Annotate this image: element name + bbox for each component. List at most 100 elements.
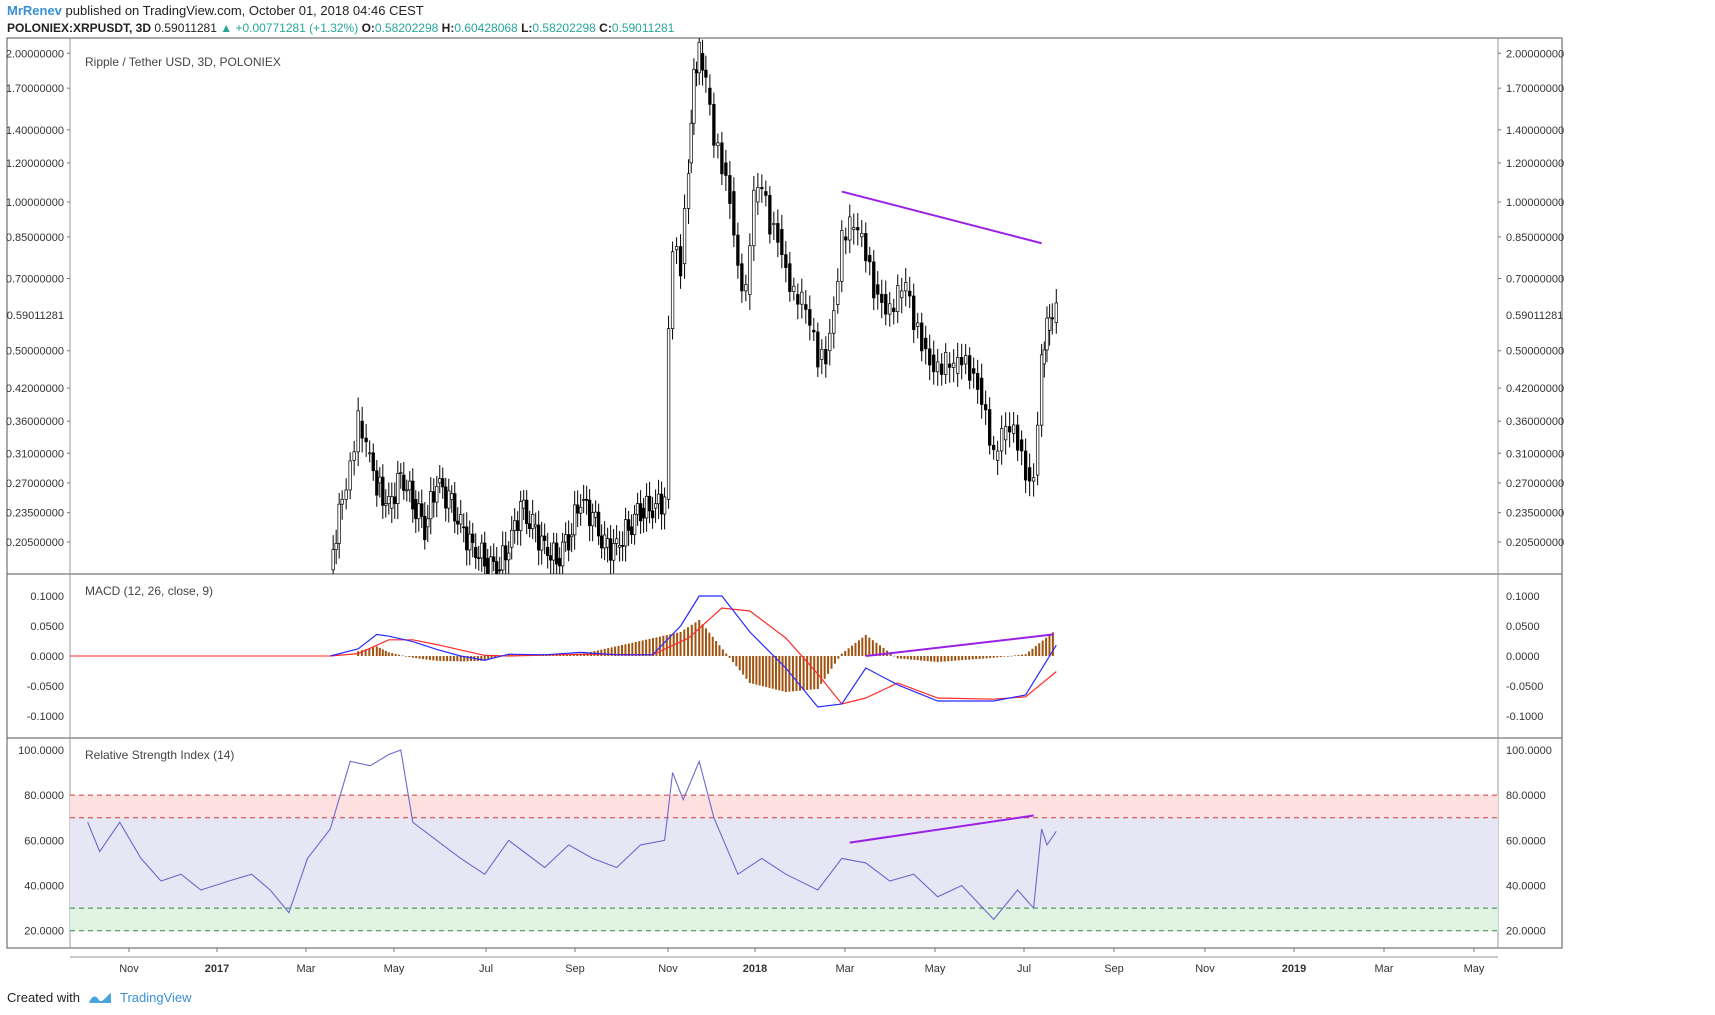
candle-body <box>908 290 912 297</box>
price-tick-left: 0.23500000 <box>6 508 64 520</box>
rsi-tick-right: 80.0000 <box>1506 790 1546 802</box>
candle-body <box>828 332 832 352</box>
candle-body <box>980 377 984 405</box>
macd-histogram-bar <box>387 652 390 656</box>
macd-histogram-bar <box>913 656 916 660</box>
candle-body <box>405 489 409 492</box>
macd-histogram-bar <box>690 624 693 656</box>
macd-histogram-bar <box>1010 655 1013 657</box>
open-value: 0.58202298 <box>374 21 439 35</box>
macd-histogram-bar <box>480 656 483 661</box>
candle-body <box>760 187 764 190</box>
candle-body <box>876 284 880 295</box>
candle-body <box>992 444 996 451</box>
candle-body <box>501 545 505 571</box>
macd-tick-left: -0.0500 <box>27 681 64 693</box>
rsi-line <box>87 749 1057 921</box>
rsi-band <box>70 817 1498 909</box>
chart-canvas[interactable]: 2.00000000 2.00000000 1.70000000 1.70000000… <box>0 0 1715 985</box>
price-tick-left: 0.50000000 <box>6 346 64 358</box>
macd-histogram-bar <box>1028 651 1031 656</box>
macd-histogram-bar <box>669 634 672 656</box>
candle-body <box>772 223 776 225</box>
macd-histogram-bar <box>665 635 668 656</box>
price-tick-left: 0.27000000 <box>6 478 64 490</box>
candle-body <box>678 246 683 277</box>
candle-body <box>836 280 840 305</box>
candle-body <box>1015 424 1020 451</box>
macd-histogram-bar <box>452 656 455 662</box>
time-axis-label: Jul <box>479 963 493 975</box>
macd-histogram-bar <box>758 656 761 686</box>
rsi-tick-right: 40.0000 <box>1506 881 1546 893</box>
ohlc-legend: POLONIEX:XRPUSDT, 3D 0.59011281 ▲ +0.007… <box>7 21 674 35</box>
macd-histogram-bar <box>456 656 459 662</box>
candle-body <box>344 489 348 500</box>
macd-histogram-bar <box>638 641 641 656</box>
macd-histogram-bar <box>648 638 651 656</box>
macd-histogram-bar <box>490 656 493 659</box>
macd-histogram-bar <box>404 656 407 657</box>
macd-histogram-bar <box>833 656 836 664</box>
high-label: H: <box>441 21 455 35</box>
time-axis-label: Sep <box>565 963 585 975</box>
macd-histogram-bar <box>755 656 758 685</box>
time-axis-label: May <box>384 963 405 975</box>
candle-body <box>748 245 752 295</box>
candle-body <box>880 293 884 303</box>
candle-body <box>1042 349 1046 365</box>
macd-histogram-bar <box>721 649 724 656</box>
candle-body <box>450 493 454 500</box>
candle-body <box>864 233 868 262</box>
macd-histogram-bar <box>378 647 381 656</box>
price-tick-right: 0.20500000 <box>1506 537 1564 549</box>
macd-histogram-bar <box>889 653 892 656</box>
candle-body <box>976 373 980 390</box>
macd-histogram-bar <box>617 645 620 656</box>
macd-histogram-bar <box>494 656 497 658</box>
macd-histogram-bar <box>579 654 582 656</box>
macd-histogram-bar <box>634 641 637 656</box>
tradingview-logo-icon <box>88 992 111 1003</box>
macd-histogram-bar <box>961 656 964 661</box>
macd-histogram-bar <box>507 654 510 656</box>
candle-body <box>952 362 956 368</box>
macd-histogram-bar <box>631 642 634 656</box>
candle-body <box>686 173 691 209</box>
candle-body <box>712 104 716 146</box>
macd-histogram-bar <box>1031 648 1034 656</box>
candle-body <box>1004 426 1008 441</box>
macd-histogram-bar <box>432 656 435 661</box>
candle-body <box>932 354 936 373</box>
price-tick-left: 0.36000000 <box>6 416 64 428</box>
tradingview-link[interactable]: TradingView <box>119 990 192 1005</box>
candle-body <box>692 68 696 124</box>
macd-histogram-bar <box>422 656 425 660</box>
candle-body <box>659 493 664 515</box>
macd-histogram-bar <box>868 637 871 656</box>
candle-body <box>848 216 852 241</box>
price-tick-left: 1.70000000 <box>6 83 64 95</box>
candle-body <box>390 496 394 509</box>
candle-body <box>840 230 844 282</box>
macd-tick-right: 0.0000 <box>1506 651 1540 663</box>
candle-body <box>510 529 514 548</box>
candle-body <box>682 208 687 265</box>
macd-histogram-bar <box>603 648 606 656</box>
macd-histogram-bar <box>840 653 843 656</box>
macd-line <box>330 595 1057 708</box>
macd-histogram-bar <box>360 650 363 656</box>
rsi-tick-left: 20.0000 <box>24 926 64 938</box>
macd-histogram-bar <box>1021 654 1024 656</box>
candle-body <box>531 513 535 529</box>
candle-body <box>936 361 940 373</box>
candle-body <box>816 331 820 368</box>
time-axis-year-label: 2019 <box>1282 963 1306 975</box>
candle-body <box>1039 354 1044 426</box>
price-tick-right: 0.85000000 <box>1506 232 1564 244</box>
candle-body <box>356 410 360 453</box>
author-link[interactable]: MrRenev <box>7 3 62 18</box>
candle-body <box>860 233 864 238</box>
macd-histogram-bar <box>999 656 1002 657</box>
candle-body <box>364 437 368 443</box>
